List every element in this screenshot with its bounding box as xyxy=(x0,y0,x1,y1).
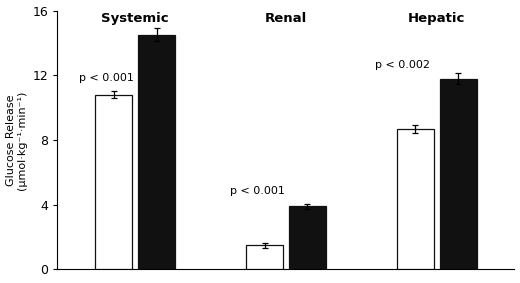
Text: Systemic: Systemic xyxy=(101,12,169,25)
Bar xyxy=(289,206,326,269)
Bar xyxy=(397,129,434,269)
Bar xyxy=(439,78,476,269)
Text: p < 0.001: p < 0.001 xyxy=(229,186,284,196)
Text: p < 0.001: p < 0.001 xyxy=(79,73,134,83)
Bar xyxy=(95,95,133,269)
Text: Renal: Renal xyxy=(265,12,307,25)
Text: Hepatic: Hepatic xyxy=(408,12,465,25)
Bar xyxy=(246,245,283,269)
Bar xyxy=(138,35,175,269)
Text: p < 0.002: p < 0.002 xyxy=(375,61,431,70)
Y-axis label: Glucose Release
(μmol·kg⁻¹·min⁻¹): Glucose Release (μmol·kg⁻¹·min⁻¹) xyxy=(6,90,27,190)
